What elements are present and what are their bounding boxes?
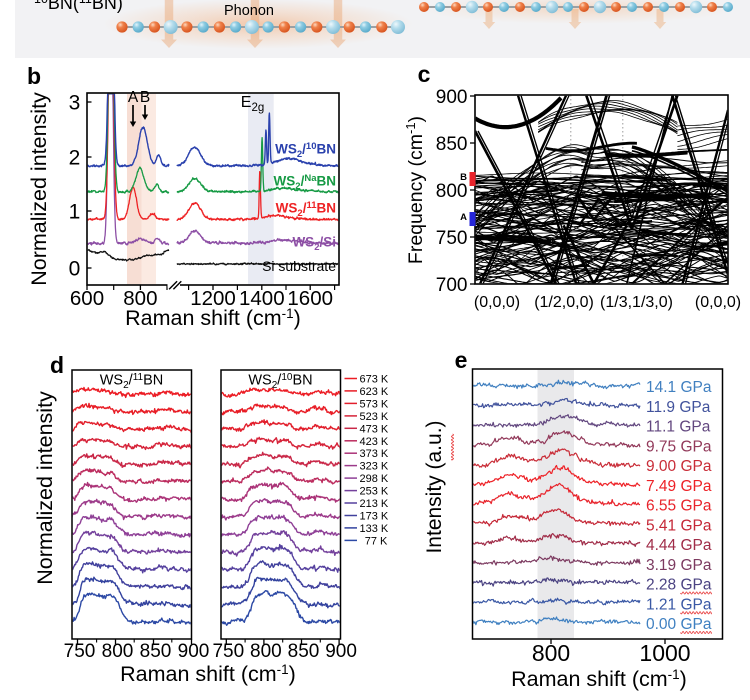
- svg-text:323 K: 323 K: [360, 461, 389, 473]
- svg-text:(0,0,0): (0,0,0): [474, 294, 520, 311]
- svg-text:573 K: 573 K: [360, 398, 389, 410]
- svg-text:1: 1: [69, 201, 81, 224]
- svg-text:(1/2,0,0): (1/2,0,0): [534, 294, 594, 311]
- svg-text:1200: 1200: [190, 287, 236, 310]
- svg-text:Raman shift (cm-1): Raman shift (cm-1): [120, 662, 296, 686]
- svg-text:800: 800: [436, 181, 468, 202]
- svg-text:423 K: 423 K: [360, 436, 389, 448]
- svg-text:4.44 GPa: 4.44 GPa: [646, 537, 712, 554]
- svg-text:11.1 GPa: 11.1 GPa: [646, 419, 711, 436]
- svg-text:0.00 GPa: 0.00 GPa: [646, 616, 712, 633]
- svg-text:c: c: [418, 61, 431, 87]
- svg-text:WS2/11BN: WS2/11BN: [100, 372, 164, 391]
- svg-text:9.00 GPa: 9.00 GPa: [646, 458, 712, 475]
- svg-text:Raman shift (cm-1): Raman shift (cm-1): [125, 306, 301, 330]
- svg-text:473 K: 473 K: [360, 423, 389, 435]
- svg-text:WS2/Si: WS2/Si: [292, 235, 336, 254]
- svg-text:A: A: [128, 89, 139, 106]
- svg-text:Phonon: Phonon: [224, 3, 274, 19]
- svg-text:213 K: 213 K: [360, 498, 389, 510]
- svg-text:7.49 GPa: 7.49 GPa: [646, 478, 712, 495]
- svg-text:WS2/NaBN: WS2/NaBN: [274, 173, 336, 192]
- svg-text:10BN(11BN): 10BN(11BN): [34, 0, 123, 13]
- svg-text:850: 850: [288, 641, 320, 662]
- svg-text:800: 800: [123, 287, 157, 310]
- svg-text:373 K: 373 K: [360, 448, 389, 460]
- svg-text:WS2/10BN: WS2/10BN: [248, 372, 312, 391]
- svg-text:700: 700: [436, 275, 468, 296]
- svg-text:1000: 1000: [639, 640, 690, 666]
- svg-text:d: d: [50, 352, 64, 378]
- svg-text:(1/3,1/3,0): (1/3,1/3,0): [600, 294, 673, 311]
- svg-text:673 K: 673 K: [360, 374, 389, 386]
- svg-text:Normalized intensity: Normalized intensity: [27, 92, 51, 286]
- svg-text:B: B: [140, 89, 150, 106]
- svg-text:600: 600: [70, 287, 104, 310]
- svg-text:298 K: 298 K: [360, 473, 389, 485]
- svg-text:11.9 GPa: 11.9 GPa: [646, 399, 711, 416]
- svg-text:800: 800: [250, 641, 282, 662]
- svg-text:1.21 GPa: 1.21 GPa: [646, 596, 712, 613]
- svg-text:900: 900: [436, 87, 468, 108]
- svg-text:9.75 GPa: 9.75 GPa: [646, 438, 712, 455]
- svg-text:WS2/10BN: WS2/10BN: [275, 141, 336, 160]
- svg-text:3: 3: [69, 92, 81, 115]
- svg-text:WS2/11BN: WS2/11BN: [276, 200, 336, 219]
- svg-text:1600: 1600: [287, 287, 333, 310]
- svg-text:1400: 1400: [239, 287, 285, 310]
- svg-text:2: 2: [69, 147, 81, 170]
- svg-text:850: 850: [436, 134, 468, 155]
- svg-text:523 K: 523 K: [360, 411, 389, 423]
- svg-text:(0,0,0): (0,0,0): [695, 294, 741, 311]
- svg-text:850: 850: [140, 641, 172, 662]
- svg-text:750: 750: [212, 641, 244, 662]
- svg-text:B: B: [460, 172, 467, 183]
- svg-text:14.1 GPa: 14.1 GPa: [646, 379, 712, 396]
- svg-text:900: 900: [178, 641, 210, 662]
- svg-text:b: b: [27, 63, 41, 89]
- svg-text:6.55 GPa: 6.55 GPa: [646, 498, 712, 515]
- svg-text:Raman shift (cm-1): Raman shift (cm-1): [511, 667, 687, 691]
- svg-text:A: A: [460, 212, 467, 223]
- svg-text:253 K: 253 K: [360, 486, 389, 498]
- svg-text:Normalized intensity: Normalized intensity: [33, 391, 57, 585]
- svg-text:133 K: 133 K: [360, 523, 389, 535]
- svg-text:Si substrate: Si substrate: [262, 258, 336, 274]
- svg-text:623 K: 623 K: [360, 386, 389, 398]
- svg-text:2.28 GPa: 2.28 GPa: [646, 577, 712, 594]
- svg-text:Intensity (a.u.): Intensity (a.u.): [423, 420, 446, 553]
- svg-text:800: 800: [102, 641, 134, 662]
- svg-text:Frequency (cm-1): Frequency (cm-1): [403, 116, 427, 264]
- svg-text:750: 750: [64, 641, 96, 662]
- svg-text:750: 750: [436, 228, 468, 249]
- svg-text:e: e: [455, 347, 468, 373]
- svg-text:3.19 GPa: 3.19 GPa: [646, 557, 712, 574]
- svg-text:173 K: 173 K: [360, 510, 389, 522]
- svg-text:0: 0: [69, 258, 81, 281]
- svg-text:77 K: 77 K: [360, 535, 389, 547]
- svg-text:5.41 GPa: 5.41 GPa: [646, 517, 712, 534]
- svg-text:900: 900: [325, 641, 357, 662]
- svg-text:800: 800: [532, 640, 570, 666]
